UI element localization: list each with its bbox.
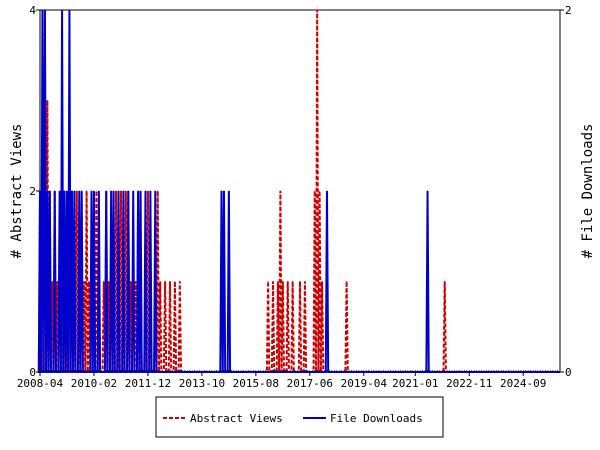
y-axis-left-title: # Abstract Views (9, 124, 25, 259)
data-point (76, 190, 78, 192)
data-point (287, 281, 289, 282)
data-point (174, 281, 176, 282)
data-point (49, 190, 51, 192)
data-point (56, 281, 58, 282)
data-point (81, 190, 83, 192)
data-point (144, 190, 146, 192)
data-point (110, 190, 112, 192)
data-point (125, 190, 127, 192)
x-tick-label: 2008-04 (17, 377, 64, 390)
data-point (140, 190, 142, 192)
data-point (61, 9, 63, 11)
data-point (319, 190, 321, 192)
data-point (127, 190, 129, 192)
data-point (46, 100, 48, 101)
data-point (157, 190, 159, 192)
y-right-tick-label: 0 (565, 366, 572, 379)
y-axis-right-title: # File Downloads (580, 124, 596, 259)
data-point (228, 190, 230, 192)
x-tick-label: 2010-02 (71, 377, 117, 390)
y-right-tick-label: 2 (565, 4, 572, 17)
data-point (279, 190, 281, 192)
data-point (98, 190, 100, 192)
data-point (149, 190, 151, 192)
data-point (41, 9, 43, 11)
data-point (444, 281, 446, 282)
data-point (316, 9, 318, 11)
legend: Abstract Views File Downloads (155, 396, 444, 438)
data-point (154, 190, 156, 192)
data-point (105, 190, 107, 192)
data-point (132, 190, 134, 192)
data-point (113, 190, 115, 192)
x-axis: 2008-04 2010-02 2011-12 2013-10 2015-08 2017-… (17, 370, 561, 390)
data-point (66, 190, 68, 192)
data-point (86, 190, 88, 192)
y-axis-right: 02 (560, 4, 572, 379)
data-point (78, 190, 80, 192)
data-point (304, 281, 306, 282)
data-point (135, 281, 137, 282)
data-point (44, 9, 46, 11)
data-point (64, 190, 66, 192)
data-point (115, 190, 117, 192)
data-point (122, 190, 124, 192)
data-point (321, 281, 323, 282)
data-point (93, 190, 95, 192)
x-tick-label: 2021-01 (392, 377, 438, 390)
legend-label-file-downloads: File Downloads (330, 412, 423, 425)
x-tick-label: 2017-06 (287, 377, 333, 390)
data-point (299, 281, 301, 282)
data-point (221, 190, 223, 192)
data-point (103, 281, 105, 282)
data-point (117, 190, 119, 192)
data-point (54, 190, 56, 192)
x-tick-label: 2019-04 (341, 377, 388, 390)
y-left-tick-label: 2 (29, 185, 36, 198)
data-point (179, 281, 181, 282)
legend-label-abstract-views: Abstract Views (190, 412, 283, 425)
data-point (267, 281, 269, 282)
data-point (46, 190, 48, 192)
data-point (169, 281, 171, 282)
data-point (164, 281, 166, 282)
x-tick-label: 2022-11 (446, 377, 492, 390)
data-point (272, 281, 274, 282)
data-point (346, 281, 348, 282)
data-point (95, 190, 97, 192)
data-point (427, 190, 429, 192)
data-point (314, 190, 316, 192)
x-tick-label: 2011-12 (125, 377, 171, 390)
data-point (223, 190, 225, 192)
data-point (51, 281, 53, 282)
data-point (282, 281, 284, 282)
data-point (147, 190, 149, 192)
y-left-tick-label: 4 (29, 4, 36, 17)
data-point (326, 190, 328, 192)
x-tick-label: 2015-08 (233, 377, 279, 390)
data-point (108, 281, 110, 282)
series-line-file-downloads (37, 9, 560, 373)
data-point (71, 190, 73, 192)
data-point (130, 281, 132, 282)
data-point (292, 281, 294, 282)
data-point (120, 190, 122, 192)
data-point (83, 281, 85, 282)
legend-box (155, 396, 444, 438)
data-point (277, 281, 279, 282)
data-point (91, 190, 93, 192)
data-point (73, 190, 75, 192)
data-point (88, 281, 90, 282)
data-point (68, 9, 70, 11)
data-point (159, 281, 161, 282)
x-tick-label: 2013-10 (179, 377, 225, 390)
x-tick-label: 2024-09 (500, 377, 546, 390)
data-point (137, 190, 139, 192)
data-point (59, 190, 61, 192)
y-left-tick-label: 0 (29, 366, 36, 379)
y-axis-left: 0 2 4 (29, 4, 40, 379)
